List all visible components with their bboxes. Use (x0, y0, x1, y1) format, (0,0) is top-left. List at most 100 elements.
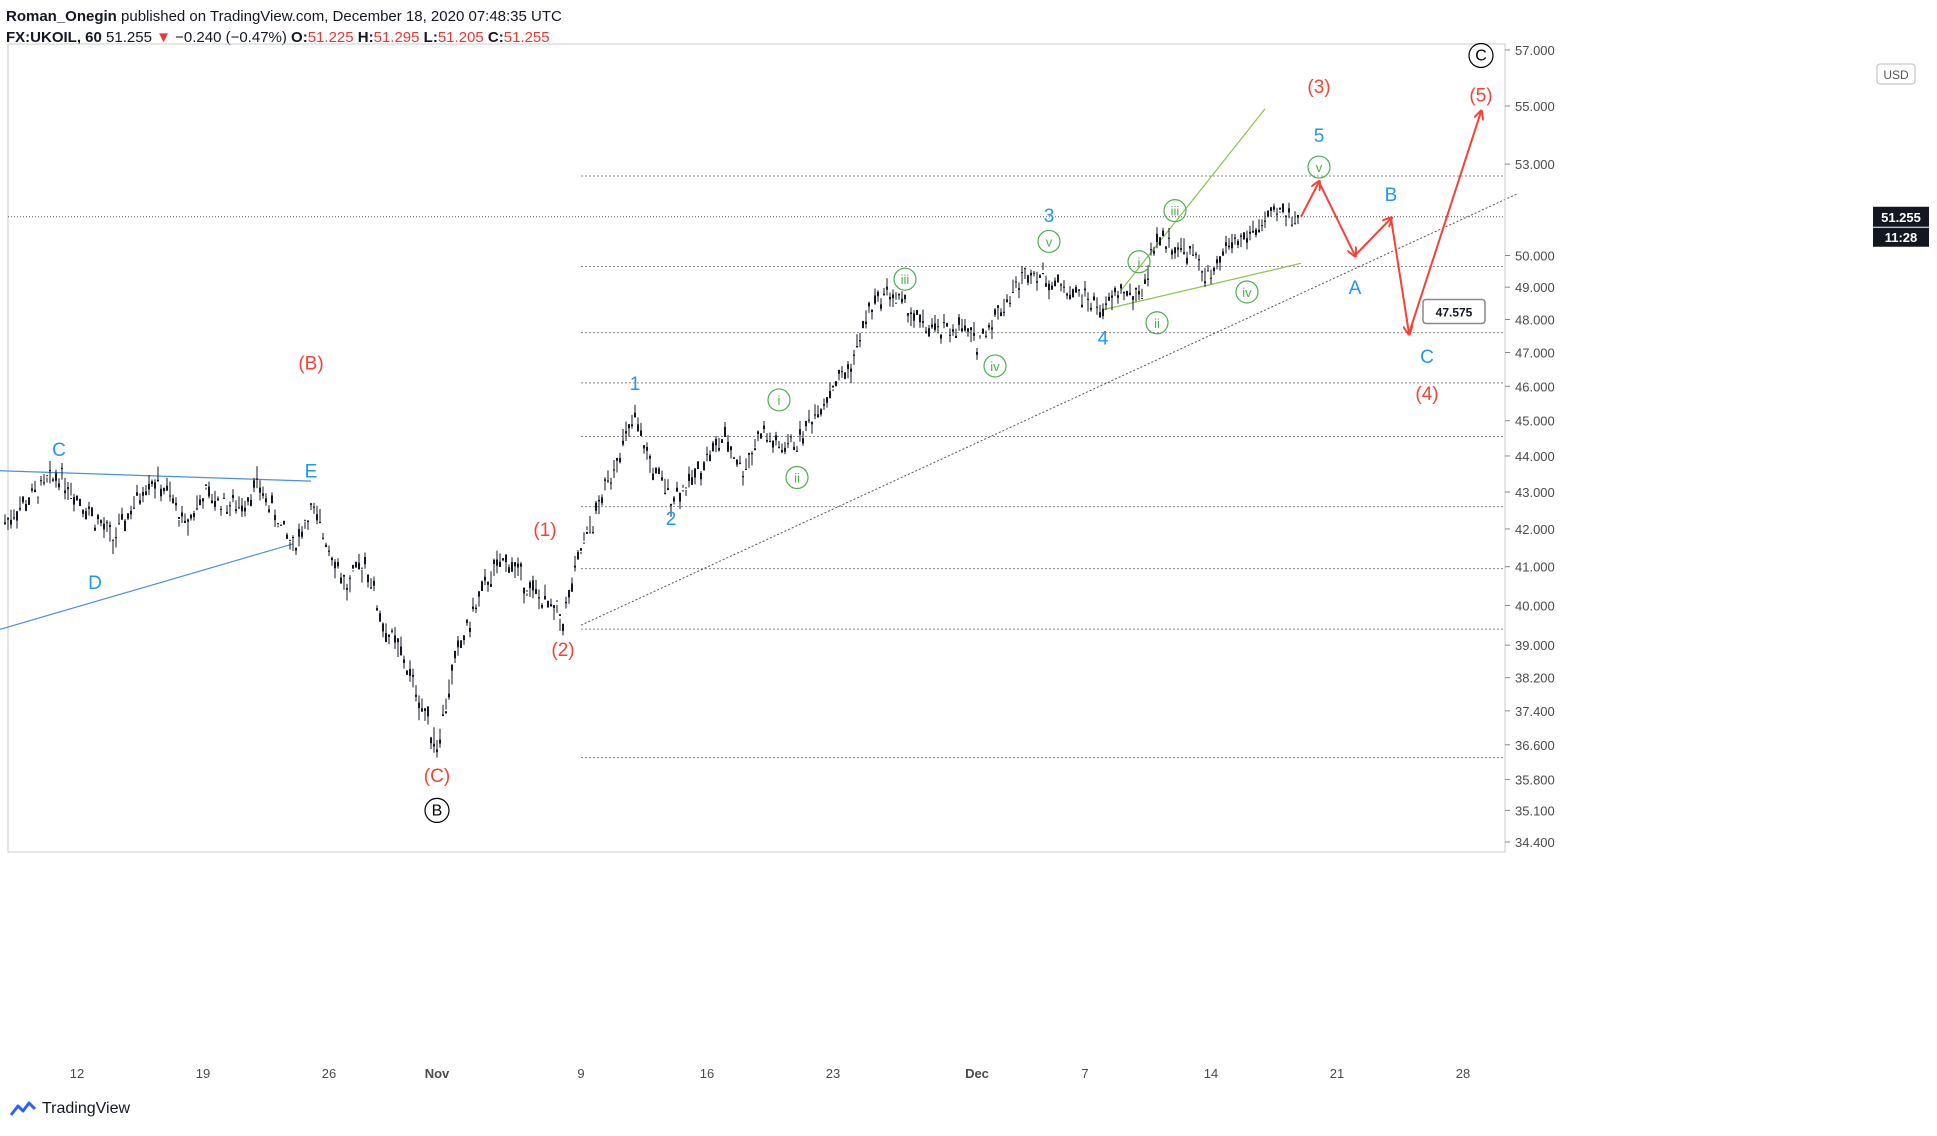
candle-body (1201, 271, 1203, 273)
candle-body (1108, 296, 1110, 301)
wave-label: i (778, 393, 781, 408)
candle-body (394, 635, 396, 643)
wave-label: (2) (551, 640, 574, 661)
wave-label: C (52, 440, 66, 461)
wave-circle (424, 797, 450, 824)
price-tick-label: 41.000 (1515, 560, 1555, 575)
candle-body (1246, 238, 1248, 243)
candle-body (550, 604, 552, 607)
wave-circle (893, 267, 917, 291)
candle-body (1069, 295, 1071, 300)
candle-body (1114, 288, 1116, 293)
candle-body (355, 561, 357, 568)
wave-label: A (1349, 278, 1362, 299)
candle-body (343, 574, 345, 577)
candle-body (916, 309, 918, 315)
candle-body (1015, 281, 1017, 283)
candle-body (10, 519, 12, 525)
candle-body (1252, 230, 1254, 233)
symbol-label[interactable]: FX:UKOIL, 60 (6, 29, 102, 46)
candle-body (736, 459, 738, 465)
candle-body (904, 294, 906, 300)
price-tick-label: 37.400 (1515, 704, 1555, 719)
candle-body (133, 507, 135, 509)
candle-body (1228, 245, 1230, 248)
author-name[interactable]: Roman_Onegin (6, 8, 117, 25)
candle-body (616, 457, 618, 461)
candle-body (346, 587, 348, 590)
wave-label: C (1420, 347, 1434, 368)
candle-body (670, 503, 672, 506)
candle-body (436, 749, 438, 753)
candle-body (1138, 290, 1140, 295)
price-tick-label: 45.000 (1515, 414, 1555, 429)
candle-body (589, 532, 591, 534)
candle-body (526, 590, 528, 592)
last-price: 51.255 (106, 29, 152, 46)
wave-label: E (305, 461, 318, 482)
candle-body (709, 454, 711, 462)
candle-body (310, 503, 312, 505)
symbol-line: FX:UKOIL, 60 51.255 ▼ −0.240 (−0.47%) O:… (6, 27, 562, 48)
candle-body (757, 431, 759, 435)
candle-body (628, 424, 630, 429)
candle-body (79, 498, 81, 506)
candle-body (1045, 283, 1047, 287)
candle-body (388, 634, 390, 637)
candle-body (1276, 213, 1278, 215)
candle-body (781, 450, 783, 453)
candle-body (190, 514, 192, 519)
candle-body (16, 511, 18, 521)
candle-body (397, 638, 399, 643)
candle-body (493, 559, 495, 565)
time-tick-label: Dec (965, 1066, 989, 1081)
trend-line (1120, 108, 1266, 291)
candle-body (679, 492, 681, 502)
candle-body (796, 450, 798, 452)
candle-body (1285, 215, 1287, 217)
candle-body (214, 501, 216, 507)
candle-body (889, 296, 891, 300)
low-label: L: (423, 29, 438, 46)
wave-label: B (1385, 185, 1398, 206)
candle-body (1207, 270, 1209, 272)
change-arrow-icon: ▼ (156, 29, 171, 46)
last-price-tag (1873, 206, 1929, 227)
candle-body (646, 446, 648, 451)
candle-body (733, 457, 735, 459)
candle-body (61, 467, 63, 470)
candle-body (838, 369, 840, 374)
candle-body (1042, 272, 1044, 275)
wave-label: ii (794, 471, 800, 486)
candle-body (1288, 208, 1290, 213)
candle-body (976, 351, 978, 355)
candle-body (280, 524, 282, 526)
candle-body (469, 627, 471, 632)
candle-body (961, 328, 963, 332)
candle-body (286, 534, 288, 539)
candle-body (226, 511, 228, 514)
candle-body (1147, 278, 1149, 280)
wave-label: (C) (424, 766, 450, 787)
candle-body (1231, 242, 1233, 249)
candle-body (829, 391, 831, 399)
candle-body (466, 619, 468, 623)
wave-label: v (1046, 234, 1053, 249)
high-value: 51.295 (373, 29, 420, 46)
candle-body (187, 519, 189, 522)
wave-circle (767, 388, 791, 412)
candle-body (1183, 252, 1185, 254)
candle-body (19, 508, 21, 510)
candle-body (769, 440, 771, 443)
price-tick-label: 43.000 (1515, 485, 1555, 500)
candle-body (1255, 229, 1257, 235)
candle-body (577, 552, 579, 560)
candle-body (544, 595, 546, 600)
candle-body (424, 708, 426, 711)
candle-body (925, 331, 927, 333)
candle-body (706, 453, 708, 455)
candle-body (295, 547, 297, 551)
candle-body (1294, 223, 1296, 225)
footer-brand[interactable]: TradingView (10, 1100, 130, 1118)
